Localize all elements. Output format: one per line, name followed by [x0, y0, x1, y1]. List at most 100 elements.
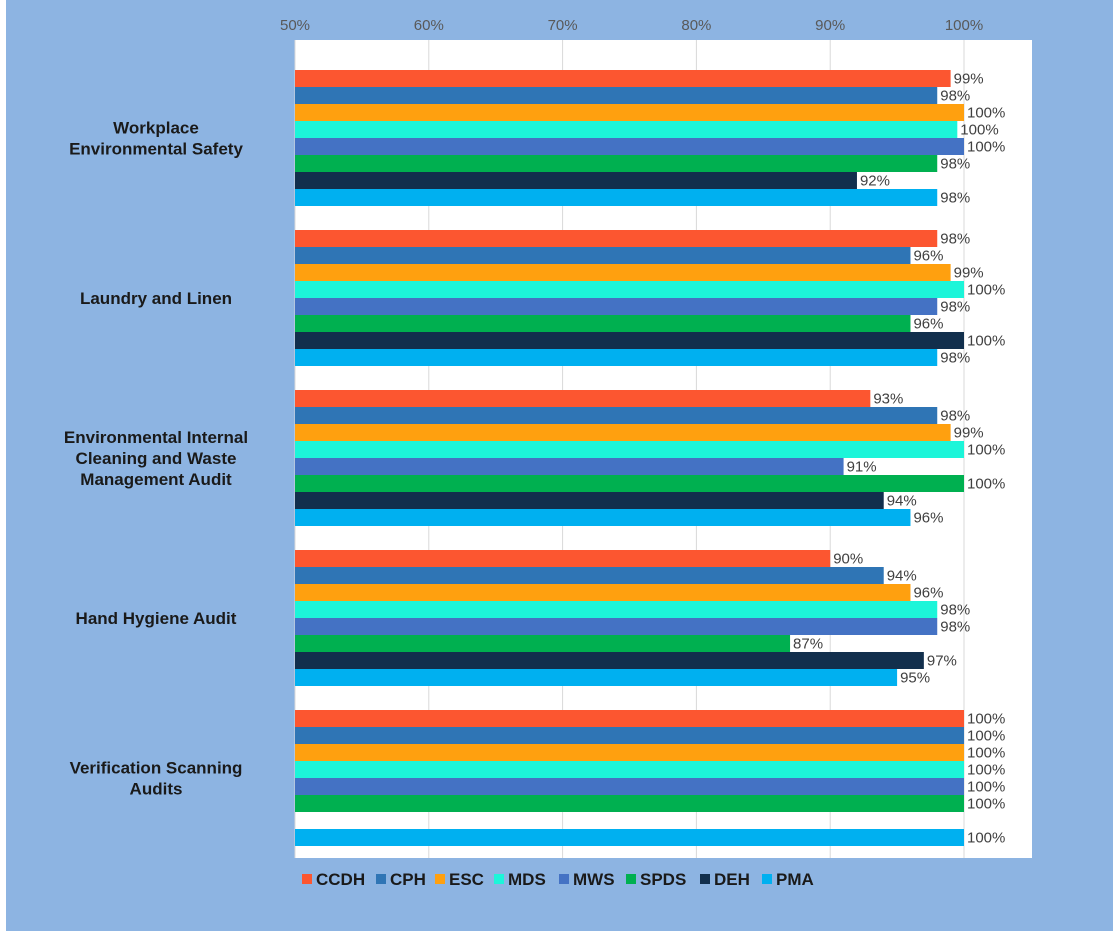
data-label: 98% [940, 299, 970, 316]
category-label: Management Audit [80, 470, 232, 489]
bar [295, 264, 951, 281]
data-label: 100% [967, 282, 1005, 299]
x-tick-label: 80% [681, 17, 711, 34]
data-label: 98% [940, 619, 970, 636]
data-label: 94% [887, 568, 917, 585]
bar [295, 349, 938, 366]
bar [295, 424, 951, 441]
chart-frame: 50% 60% 70% 80% 90% 100% 99% 98% 100% 100% 100% 98%… [6, 0, 1113, 931]
bar [295, 829, 964, 846]
legend-swatch [435, 874, 445, 884]
legend-label: PMA [776, 870, 814, 889]
bar [295, 247, 911, 264]
bar [295, 509, 911, 526]
x-tick-label: 90% [815, 17, 845, 34]
x-tick-label: 70% [548, 17, 578, 34]
legend-swatch [626, 874, 636, 884]
bar [295, 744, 964, 761]
data-label: 87% [793, 636, 823, 653]
x-tick-label: 50% [280, 17, 310, 34]
x-tick-label: 60% [414, 17, 444, 34]
category-label: Environmental Safety [69, 140, 243, 159]
bar [295, 189, 938, 206]
chart-svg: 50% 60% 70% 80% 90% 100%99%98%100%100%100%98%… [6, 0, 1113, 931]
data-label: 94% [887, 493, 917, 510]
data-label: 91% [847, 459, 877, 476]
bar [295, 567, 884, 584]
bar [295, 727, 964, 744]
data-label: 93% [873, 391, 903, 408]
data-label: 96% [913, 248, 943, 265]
bar [295, 458, 844, 475]
legend-swatch [376, 874, 386, 884]
data-label: 100% [967, 830, 1005, 847]
bar [295, 87, 938, 104]
data-label: 100% [967, 762, 1005, 779]
bar [295, 70, 951, 87]
bar [295, 315, 911, 332]
data-label: 100% [967, 796, 1005, 813]
bar [295, 475, 964, 492]
bar [295, 230, 938, 247]
data-label: 100% [967, 333, 1005, 350]
data-label: 100% [967, 139, 1005, 156]
bar [295, 172, 857, 189]
bar [295, 121, 958, 138]
data-label: 100% [960, 122, 998, 139]
legend-label: ESC [449, 870, 484, 889]
category-label: Environmental Internal [64, 428, 248, 447]
bar [295, 332, 964, 349]
legend-label: SPDS [640, 870, 686, 889]
data-label: 100% [967, 105, 1005, 122]
data-label: 96% [913, 316, 943, 333]
data-label: 97% [927, 653, 957, 670]
bar [295, 492, 884, 509]
data-label: 99% [954, 71, 984, 88]
data-label: 98% [940, 408, 970, 425]
bar [295, 298, 938, 315]
data-label: 100% [967, 745, 1005, 762]
data-label: 98% [940, 88, 970, 105]
data-label: 99% [954, 425, 984, 442]
bar [295, 669, 898, 686]
bar [295, 390, 871, 407]
bar [295, 778, 964, 795]
data-label: 98% [940, 350, 970, 367]
category-label: Verification Scanning [70, 759, 243, 778]
data-label: 90% [833, 551, 863, 568]
data-label: 100% [967, 728, 1005, 745]
data-label: 100% [967, 476, 1005, 493]
data-label: 96% [913, 510, 943, 527]
category-label: Laundry and Linen [80, 289, 232, 308]
data-label: 98% [940, 602, 970, 619]
data-label: 100% [967, 711, 1005, 728]
data-label: 100% [967, 779, 1005, 796]
data-label: 95% [900, 670, 930, 687]
data-label: 96% [913, 585, 943, 602]
legend-label: DEH [714, 870, 750, 889]
bar [295, 652, 924, 669]
legend-swatch [762, 874, 772, 884]
data-label: 92% [860, 173, 890, 190]
bar [295, 710, 964, 727]
bar [295, 155, 938, 172]
bar [295, 104, 964, 121]
bar [295, 635, 791, 652]
category-label: Cleaning and Waste [76, 449, 237, 468]
bar [295, 441, 964, 458]
legend-swatch [302, 874, 312, 884]
bar [295, 281, 964, 298]
data-label: 98% [940, 231, 970, 248]
category-label: Hand Hygiene Audit [76, 609, 237, 628]
bar [295, 407, 938, 424]
bar [295, 761, 964, 778]
data-label: 98% [940, 190, 970, 207]
category-label: Audits [130, 780, 183, 799]
legend-swatch [559, 874, 569, 884]
legend-label: MWS [573, 870, 615, 889]
x-tick-label: 100% [945, 17, 983, 34]
bar [295, 601, 938, 618]
category-label: Workplace [113, 119, 199, 138]
data-label: 98% [940, 156, 970, 173]
legend-label: MDS [508, 870, 546, 889]
